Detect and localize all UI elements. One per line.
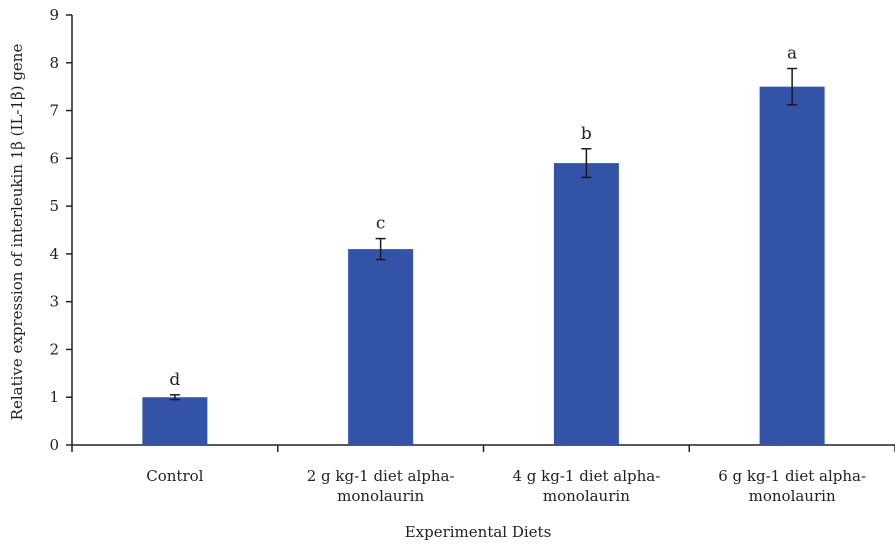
x-tick-label: 2 g kg-1 diet alpha-monolaurin: [307, 467, 455, 505]
y-axis-label: Relative expression of interleukin 1β (I…: [8, 44, 26, 421]
error-bar: [375, 237, 386, 261]
bar: [142, 397, 208, 445]
x-tick-label-line: monolaurin: [337, 487, 424, 505]
x-axis-label: Experimental Diets: [405, 523, 552, 541]
y-axis: 0 1 2 3 4 5 6 7 8 9: [49, 6, 73, 454]
bar: [553, 163, 619, 445]
bar: [759, 86, 825, 446]
error-bar: [787, 67, 798, 106]
significance-letter: b: [581, 124, 592, 144]
x-tick-label-line: monolaurin: [749, 487, 836, 505]
x-tick-label: 4 g kg-1 diet alpha-monolaurin: [512, 467, 660, 505]
x-tick-label-line: 6 g kg-1 diet alpha-: [718, 467, 866, 485]
y-tick-label: 3: [49, 293, 59, 311]
y-tick-label: 1: [49, 388, 59, 406]
bars: d c b a: [142, 44, 825, 446]
y-tick-label: 6: [49, 149, 59, 167]
y-tick-label: 9: [49, 6, 59, 24]
significance-letter: d: [169, 370, 180, 390]
x-tick-label: Control: [146, 467, 203, 485]
x-tick-label-line: 4 g kg-1 diet alpha-: [512, 467, 660, 485]
significance-letter: c: [376, 214, 386, 234]
y-tick-label: 5: [49, 197, 59, 215]
significance-letter: a: [787, 44, 797, 64]
y-tick-label: 0: [49, 436, 59, 454]
error-bar: [581, 148, 592, 179]
y-tick-label: 2: [49, 340, 59, 358]
x-tick-label-line: Control: [146, 467, 203, 485]
bar: [348, 249, 414, 445]
y-tick-label: 4: [49, 245, 59, 263]
error-bar: [169, 394, 180, 401]
x-tick-label: 6 g kg-1 diet alpha-monolaurin: [718, 467, 866, 505]
x-tick-label-line: 2 g kg-1 diet alpha-: [307, 467, 455, 485]
y-tick-label: 7: [49, 102, 59, 120]
y-tick-label: 8: [49, 54, 59, 72]
x-tick-label-line: monolaurin: [543, 487, 630, 505]
